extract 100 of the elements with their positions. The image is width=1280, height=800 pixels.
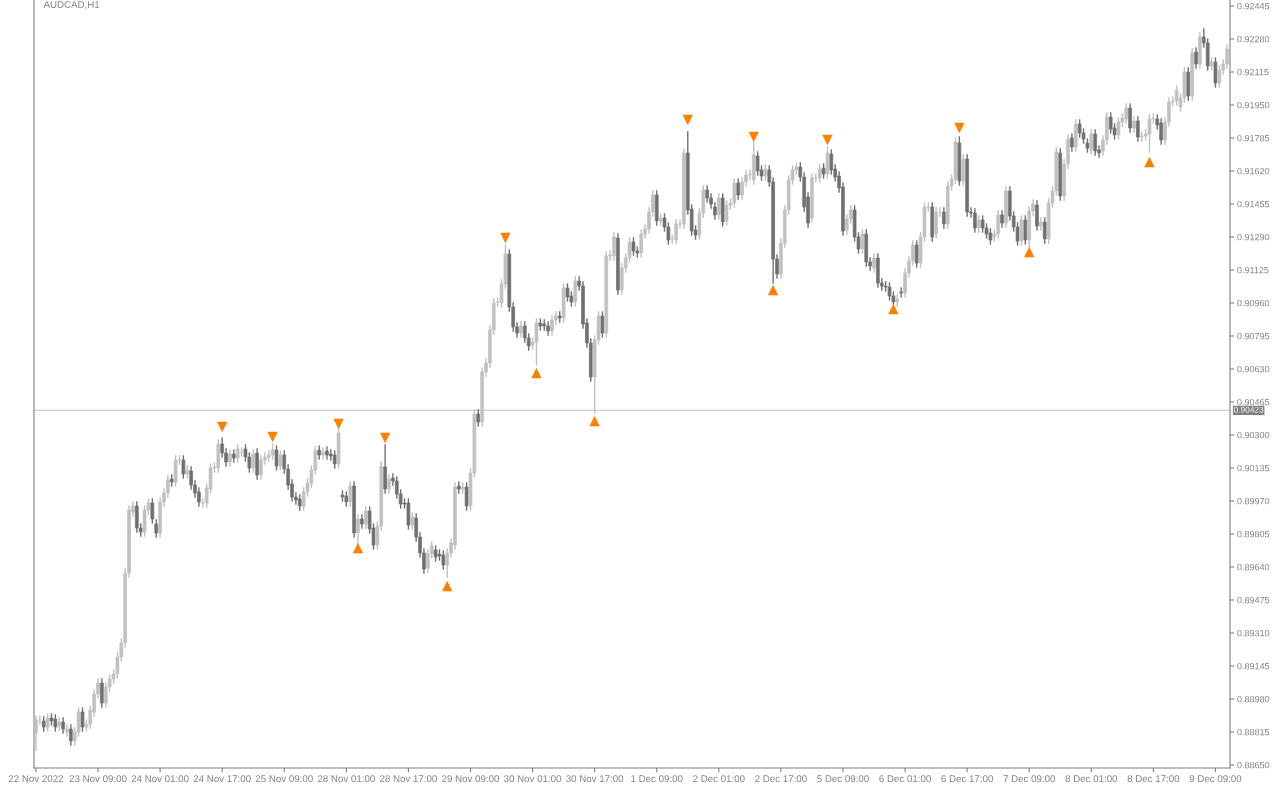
- candlestick: [860, 229, 865, 254]
- candlestick: [942, 207, 946, 229]
- y-tick-label: 0.91620: [1237, 167, 1270, 175]
- y-tick-label: 0.90630: [1237, 365, 1270, 373]
- candlestick: [278, 450, 283, 471]
- point: [1144, 156, 1155, 168]
- y-tick-label: 0.89640: [1237, 563, 1270, 571]
- x-tick-label: 28 Nov 17:00: [379, 775, 437, 783]
- candlestick: [65, 724, 69, 737]
- candlestick: [1124, 103, 1129, 124]
- x-tick-label: 23 Nov 09:00: [69, 775, 127, 783]
- y-tick-label: 0.92115: [1237, 68, 1269, 76]
- x-tick-label: 8 Dec 01:00: [1065, 775, 1118, 783]
- x-tick-label: 30 Nov 01:00: [504, 775, 562, 783]
- y-tick-label: 0.90465: [1237, 398, 1270, 406]
- candlestick: [550, 315, 554, 336]
- x-tick-label: 9 Dec 09:00: [1189, 775, 1242, 783]
- candlestick: [69, 724, 73, 746]
- candlestick: [251, 449, 256, 473]
- point: [333, 418, 344, 430]
- point: [379, 432, 391, 444]
- candlestick: [717, 193, 721, 220]
- candlestick: [961, 154, 966, 186]
- candlestick: [914, 240, 919, 268]
- candlestick: [934, 207, 938, 239]
- x-tick-label: 24 Nov 17:00: [193, 775, 251, 783]
- x-tick-label: 29 Nov 09:00: [442, 775, 500, 783]
- candlestick: [1128, 103, 1132, 133]
- point: [682, 114, 693, 126]
- x-tick-label: 2 Dec 17:00: [755, 775, 807, 783]
- y-tick-label: 0.89145: [1237, 662, 1270, 670]
- point: [748, 131, 759, 143]
- x-tick-label: 5 Dec 09:00: [817, 775, 869, 783]
- candlestick: [1116, 117, 1121, 140]
- y-tick-label: 0.90135: [1237, 464, 1270, 472]
- candlestick: [259, 455, 263, 480]
- candlestick: [1213, 57, 1218, 88]
- candlestick: [724, 200, 729, 226]
- candlestick: [736, 178, 741, 200]
- candlestick: [872, 253, 876, 273]
- candlestick: [1093, 129, 1097, 156]
- y-tick-label: 0.92280: [1237, 35, 1270, 43]
- candlestick: [600, 311, 605, 338]
- x-tick-label: 28 Nov 01:00: [317, 775, 375, 783]
- candlestick: [1147, 114, 1152, 153]
- candlestick: [612, 232, 616, 261]
- x-tick-label: 30 Nov 17:00: [566, 775, 624, 783]
- candlestick: [457, 481, 461, 494]
- point: [500, 232, 511, 244]
- candlestick: [534, 318, 539, 366]
- chart-title: AUDCAD,H1: [43, 1, 100, 10]
- x-tick-label: 6 Dec 17:00: [941, 775, 993, 783]
- point: [888, 303, 899, 315]
- point: [589, 415, 600, 427]
- candlestick: [1136, 116, 1140, 142]
- x-tick-label: 8 Dec 17:00: [1127, 775, 1180, 783]
- x-tick-label: 1 Dec 09:00: [631, 775, 683, 783]
- candlestick: [973, 208, 977, 233]
- y-tick-label: 0.91785: [1237, 134, 1270, 142]
- point: [954, 122, 965, 134]
- point: [822, 134, 833, 146]
- point: [1024, 246, 1035, 258]
- candlestick: [732, 178, 737, 208]
- candlestick: [232, 449, 236, 463]
- y-tick-label: 0.88980: [1237, 695, 1270, 703]
- x-tick-label: 25 Nov 09:00: [255, 775, 313, 783]
- candlestick: [899, 287, 903, 298]
- candlestick: [80, 707, 85, 732]
- y-tick-label: 0.90795: [1237, 332, 1270, 340]
- y-tick-label: 0.89805: [1237, 530, 1270, 538]
- candlestick: [1039, 217, 1043, 231]
- candlestick: [1023, 215, 1028, 245]
- y-tick-label: 0.90960: [1237, 299, 1270, 307]
- candlestick: [1035, 200, 1039, 231]
- y-tick-label: 0.91290: [1237, 233, 1270, 241]
- candlestick: [383, 444, 387, 494]
- candlestick: [100, 678, 104, 708]
- candlestick: [255, 448, 259, 480]
- y-tick-label: 0.90300: [1237, 431, 1270, 439]
- candlestick: [996, 210, 1000, 239]
- x-tick-label: 24 Nov 01:00: [131, 775, 189, 783]
- y-tick-label: 0.91455: [1237, 200, 1270, 208]
- candlestick: [1159, 118, 1163, 145]
- x-tick-label: 22 Nov 2022: [8, 775, 64, 783]
- point: [267, 431, 278, 443]
- candlestick: [34, 715, 38, 751]
- y-tick-label: 0.89475: [1237, 596, 1270, 604]
- candlestick: [325, 446, 329, 460]
- y-tick-label: 0.88815: [1237, 728, 1270, 736]
- candlestick: [1089, 129, 1094, 155]
- y-tick-label: 0.91950: [1237, 101, 1270, 109]
- y-tick-label: 0.89310: [1237, 629, 1270, 637]
- candlestick: [274, 445, 279, 471]
- candlestick: [1186, 67, 1191, 101]
- candlestick: [356, 514, 360, 544]
- point: [531, 367, 542, 379]
- candlestick: [720, 193, 725, 227]
- x-tick-label: 2 Dec 01:00: [693, 775, 745, 783]
- y-tick-label: 0.92445: [1237, 2, 1270, 10]
- candlestick: [1217, 65, 1222, 88]
